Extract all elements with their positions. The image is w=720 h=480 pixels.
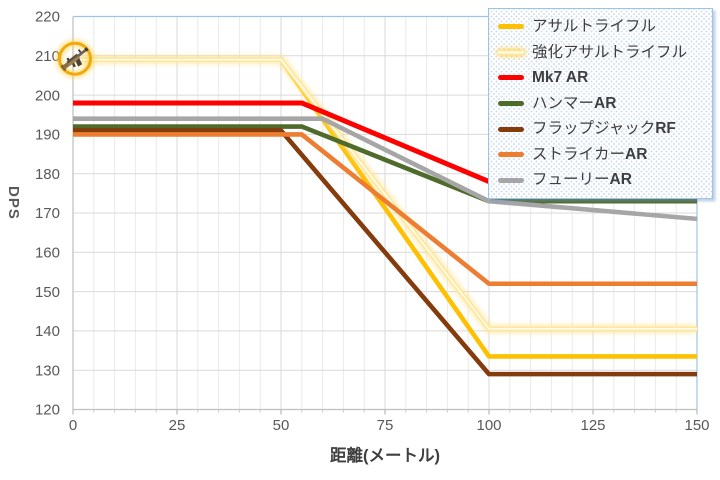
legend-swatch: [498, 24, 524, 30]
legend-swatch: [498, 152, 524, 158]
y-tick-label: 190: [35, 127, 60, 144]
assault-rifle-icon: [55, 39, 95, 79]
legend-item: ストライカーAR: [498, 147, 703, 163]
legend-item: ハンマーAR: [498, 94, 703, 112]
series-line-4: [73, 128, 697, 377]
y-tick-label: 220: [35, 9, 60, 26]
legend: アサルトライフル強化アサルトライフル Mk7 AR ハンマーAR フラップジャックRF…: [488, 8, 713, 199]
y-tick-label: 200: [35, 87, 60, 104]
y-tick-label: 170: [35, 205, 60, 222]
legend-item-label: 強化アサルトライフル: [532, 43, 688, 61]
legend-item-label: Mk7 AR: [532, 69, 589, 87]
x-tick-label: 50: [273, 417, 290, 434]
legend-swatch: [498, 49, 524, 55]
series-core-1: [73, 58, 697, 330]
y-tick-label: 140: [35, 323, 60, 340]
x-tick-label: 150: [684, 417, 709, 434]
x-tick-label: 0: [69, 417, 77, 434]
legend-swatch: [498, 177, 524, 183]
series-line-3: [73, 124, 697, 204]
legend-item: フューリーAR: [498, 172, 703, 188]
legend-item-label: ハンマーAR: [532, 94, 617, 112]
legend-item-label: ストライカーAR: [532, 145, 648, 163]
y-tick-label: 130: [35, 362, 60, 379]
y-tick-label: 210: [35, 48, 60, 65]
x-tick-label: 25: [169, 417, 186, 434]
y-tick-label: 150: [35, 284, 60, 301]
x-tick-label: 75: [377, 417, 394, 434]
legend-item: Mk7 AR: [498, 70, 703, 86]
legend-item-label: フラップジャックRF: [532, 120, 676, 138]
y-tick-label: 180: [35, 166, 60, 183]
legend-swatch: [498, 100, 524, 106]
y-tick-label: 120: [35, 402, 60, 419]
legend-item-label: フューリーAR: [532, 171, 632, 189]
x-tick-marks: [72, 409, 698, 415]
y-tick-label: 160: [35, 245, 60, 262]
series-line-6: [73, 116, 698, 222]
x-tick-label: 125: [580, 417, 605, 434]
x-tick-labels: 0 25 50 75 100 125 150: [69, 417, 710, 434]
legend-item: 強化アサルトライフル: [498, 43, 703, 61]
y-tick-labels: 120 130 140 150 160 170 180 190 200 210 220: [35, 9, 60, 419]
x-tick-label: 100: [476, 417, 501, 434]
legend-item: フラップジャックRF: [498, 121, 703, 137]
y-axis-title: DPS: [5, 186, 22, 220]
legend-item: アサルトライフル: [498, 19, 703, 35]
series-line-5: [73, 132, 697, 287]
legend-item-label: アサルトライフル: [532, 18, 657, 36]
legend-swatch: [498, 75, 524, 81]
legend-swatch: [498, 126, 524, 132]
x-axis-title: 距離(メートル): [330, 447, 440, 465]
